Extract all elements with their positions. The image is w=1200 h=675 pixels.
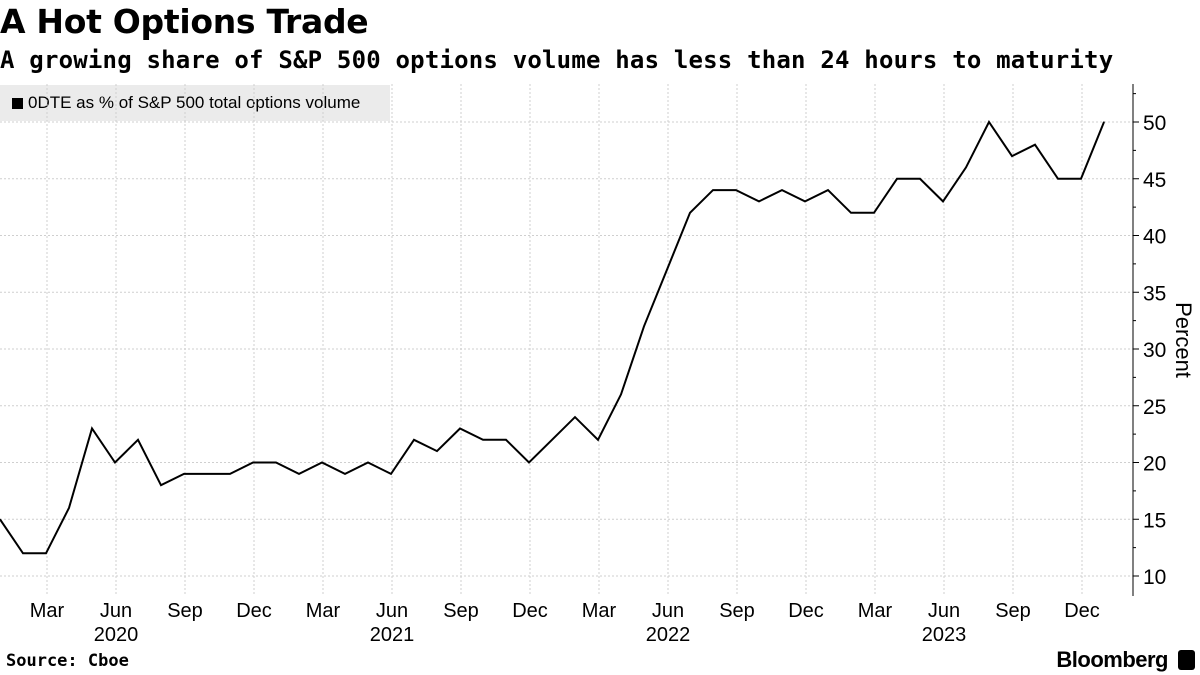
- data-point: [758, 200, 760, 202]
- series-line: [0, 120, 1105, 555]
- data-point: [1034, 144, 1036, 146]
- y-axis-label: Percent: [1171, 302, 1196, 378]
- x-tick-label: Sep: [167, 600, 203, 622]
- y-tick-label: 15: [1143, 509, 1166, 532]
- data-point: [551, 439, 553, 441]
- x-gridlines: [46, 84, 1083, 596]
- tick-labels: 10 15 20 25 30 35 40 45 50 Mar Jun Sep Dec Mar Jun Sep D…: [30, 112, 1167, 646]
- data-point: [666, 269, 668, 271]
- y-gridlines: [0, 121, 1133, 577]
- data-point: [873, 212, 875, 214]
- data-point: [183, 473, 185, 475]
- data-point: [436, 450, 438, 452]
- x-tick-label: Mar: [858, 600, 893, 622]
- x-tick-label: Mar: [306, 600, 341, 622]
- data-point: [321, 461, 323, 464]
- chart-legend: 0DTE as % of S&P 500 total options volum…: [0, 85, 390, 121]
- y-tick-label: 25: [1143, 396, 1166, 419]
- bloomberg-logo: Bloomberg: [1056, 647, 1168, 672]
- data-point: [574, 416, 576, 418]
- y-tick-label: 10: [1143, 566, 1166, 589]
- data-point: [965, 166, 967, 168]
- data-point: [781, 189, 783, 191]
- data-point: [804, 200, 806, 202]
- bloomberg-terminal-icon: [1178, 650, 1195, 670]
- source-note: Source: Cboe: [6, 651, 129, 671]
- data-point: [827, 189, 829, 191]
- x-tick-label: Sep: [719, 600, 755, 622]
- data-point: [45, 552, 47, 554]
- data-point: [1057, 178, 1059, 180]
- data-point: [390, 473, 392, 475]
- x-tick-label: Jun: [376, 600, 408, 622]
- legend-label: 0DTE as % of S&P 500 total options volum…: [28, 93, 361, 112]
- y-tick-label: 20: [1143, 453, 1166, 476]
- data-point: [942, 200, 944, 202]
- y-tick-label: 45: [1143, 169, 1166, 192]
- data-point: [137, 439, 139, 441]
- x-tick-label: Sep: [995, 600, 1031, 622]
- legend-swatch: [12, 97, 23, 109]
- data-point: [620, 393, 622, 395]
- data-point: [160, 484, 162, 486]
- data-point: [528, 461, 530, 464]
- x-tick-label: Mar: [30, 600, 65, 622]
- data-point: [735, 189, 737, 191]
- data-point: [850, 212, 852, 214]
- data-point: [597, 439, 599, 441]
- data-point: [344, 473, 346, 475]
- y-tick-label: 50: [1143, 112, 1166, 135]
- data-point: [298, 473, 300, 475]
- data-point: [505, 439, 507, 441]
- chart-title: A Hot Options Trade: [0, 2, 369, 41]
- chart-subtitle: A growing share of S&P 500 options volum…: [0, 46, 1114, 74]
- y-tick-label: 30: [1143, 339, 1166, 362]
- data-point: [367, 461, 369, 464]
- data-point: [1080, 178, 1082, 180]
- data-point: [229, 473, 231, 475]
- data-point: [275, 461, 277, 464]
- data-point: [988, 121, 990, 123]
- x-tick-label: Dec: [1064, 600, 1100, 622]
- x-tick-label: Jun: [652, 600, 684, 622]
- y-tick-label: 40: [1143, 226, 1166, 249]
- data-point: [0, 518, 1, 520]
- data-point: [91, 427, 93, 430]
- x-year-label: 2023: [922, 624, 967, 646]
- x-tick-label: Dec: [512, 600, 548, 622]
- x-tick-label: Dec: [236, 600, 272, 622]
- data-point: [896, 178, 898, 180]
- x-tick-label: Dec: [788, 600, 824, 622]
- x-tick-label: Jun: [100, 600, 132, 622]
- data-point: [712, 189, 714, 191]
- data-point: [643, 325, 645, 327]
- x-tick-label: Jun: [928, 600, 960, 622]
- series-group: [0, 120, 1105, 555]
- axes: [1132, 84, 1139, 596]
- data-point: [482, 439, 484, 441]
- data-point: [114, 461, 116, 464]
- data-point: [689, 212, 691, 214]
- x-year-label: 2021: [370, 624, 415, 646]
- x-tick-label: Mar: [582, 600, 617, 622]
- x-year-label: 2022: [646, 624, 691, 646]
- data-point: [413, 439, 415, 441]
- y-tick-label: 35: [1143, 282, 1166, 305]
- data-point: [206, 473, 208, 475]
- data-point: [1103, 121, 1105, 123]
- data-point: [459, 427, 461, 430]
- data-point: [68, 507, 70, 509]
- x-year-label: 2020: [94, 624, 139, 646]
- data-point: [1011, 155, 1013, 157]
- data-point: [252, 461, 254, 464]
- data-point: [919, 178, 921, 180]
- x-tick-label: Sep: [443, 600, 479, 622]
- data-point: [22, 552, 24, 554]
